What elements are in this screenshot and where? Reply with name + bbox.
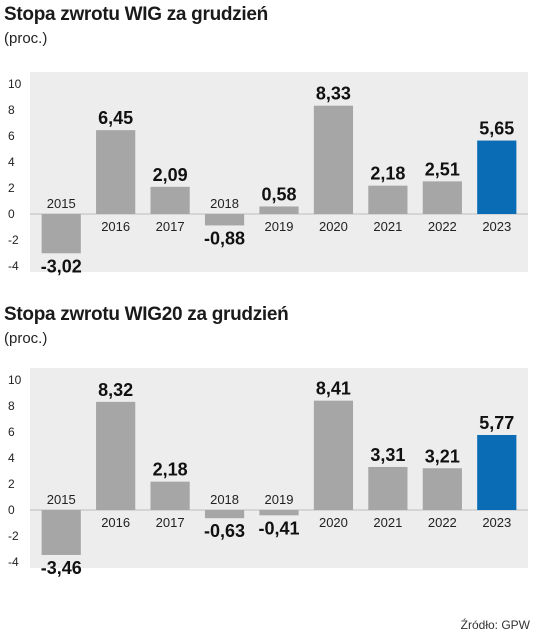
chart-1-ytick-label: 8	[8, 103, 15, 117]
chart-2-category-label-2018: 2018	[210, 492, 239, 507]
chart-1-ytick-label: 6	[8, 129, 15, 143]
chart-1-ytick-label: 2	[8, 181, 15, 195]
chart-1-category-label-2016: 2016	[101, 219, 130, 234]
chart-1-bar-2022	[422, 181, 462, 214]
chart-2-bar-2021	[368, 466, 408, 510]
chart-1-category-label-2019: 2019	[265, 219, 294, 234]
chart-2-ytick-label: 0	[8, 503, 15, 517]
chart-2-value-label-2017: 2,18	[153, 460, 188, 480]
chart-2-title: Stopa zwrotu WIG20 za grudzień	[4, 304, 289, 325]
chart-2-category-label-2022: 2022	[428, 515, 457, 530]
chart-1-category-label-2018: 2018	[210, 196, 239, 211]
chart-1-value-label-2018: -0,88	[204, 228, 245, 248]
chart-2-category-label-2021: 2021	[373, 515, 402, 530]
chart-1-category-label-2017: 2017	[156, 219, 185, 234]
chart-2-ytick-label: 8	[8, 399, 15, 413]
chart-2-ytick-label: -2	[8, 529, 19, 543]
chart-1-value-label-2021: 2,18	[370, 164, 405, 184]
chart-2-bar-2016	[96, 401, 136, 510]
chart-2-value-label-2020: 8,41	[316, 379, 351, 399]
chart-2-bar-2019	[259, 510, 299, 516]
chart-1-ytick-label: 0	[8, 207, 15, 221]
chart-1-category-label-2020: 2020	[319, 219, 348, 234]
chart-2-ytick-label: 10	[8, 373, 22, 387]
chart-2-value-label-2015: -3,46	[41, 558, 82, 578]
chart-1-value-label-2016: 6,45	[98, 108, 133, 128]
chart-2-ytick-label: -4	[8, 555, 19, 569]
chart-1-value-label-2022: 2,51	[425, 159, 460, 179]
chart-1-category-label-2021: 2021	[373, 219, 402, 234]
chart-2-svg: 10 8 6 4 2 0 -2 -4 -3,46 2015 8,32 2016 2,18 2017 -0,6…	[8, 368, 528, 578]
chart-1-bar-2016	[96, 130, 136, 214]
chart-2-category-label-2023: 2023	[482, 515, 511, 530]
chart-2-bar-2015	[41, 510, 81, 555]
chart-2-category-label-2015: 2015	[47, 492, 76, 507]
chart-1-value-label-2020: 8,33	[316, 84, 351, 104]
source-note: Źródło: GPW	[460, 618, 530, 632]
chart-1-bar-2018	[204, 214, 245, 226]
chart-1-value-label-2023: 5,65	[479, 119, 514, 139]
chart-2-subtitle: (proc.)	[4, 330, 48, 347]
chart-2-value-label-2023: 5,77	[479, 413, 514, 433]
chart-2-value-label-2016: 8,32	[98, 380, 133, 400]
chart-1-ytick-label: 10	[8, 77, 22, 91]
chart-2-category-label-2016: 2016	[101, 515, 130, 530]
chart-1-value-label-2019: 0,58	[261, 184, 296, 204]
chart-2-ytick-label: 2	[8, 477, 15, 491]
chart-1-bar-2023	[477, 140, 517, 214]
chart-1: 10 8 6 4 2 0 -2 -4 -3,02 2015 6,45 2016 2,09 2017 -0,8…	[0, 72, 536, 282]
chart-2: 10 8 6 4 2 0 -2 -4 -3,46 2015 8,32 2016 2,18 2017 -0,6…	[0, 368, 536, 578]
chart-1-bar-2021	[368, 185, 408, 214]
chart-2-category-label-2019: 2019	[265, 492, 294, 507]
chart-1-value-label-2017: 2,09	[153, 165, 188, 185]
chart-2-value-label-2018: -0,63	[204, 521, 245, 541]
chart-1-svg: 10 8 6 4 2 0 -2 -4 -3,02 2015 6,45 2016 2,09 2017 -0,8…	[8, 72, 528, 276]
chart-1-bar-2015	[41, 214, 81, 254]
chart-2-category-label-2020: 2020	[319, 515, 348, 530]
chart-2-ytick-label: 6	[8, 425, 15, 439]
chart-2-bar-2022	[422, 468, 462, 510]
chart-1-bar-2019	[259, 206, 299, 214]
chart-2-bar-2023	[477, 434, 517, 510]
chart-1-title: Stopa zwrotu WIG za grudzień	[4, 4, 268, 25]
chart-2-value-label-2019: -0,41	[258, 518, 299, 538]
chart-2-bar-2017	[150, 481, 190, 510]
chart-1-category-label-2022: 2022	[428, 219, 457, 234]
chart-1-ytick-label: 4	[8, 155, 15, 169]
chart-1-ytick-label: -2	[8, 233, 19, 247]
chart-1-ytick-label: -4	[8, 259, 19, 273]
chart-1-category-label-2015: 2015	[47, 196, 76, 211]
chart-2-value-label-2021: 3,31	[370, 445, 405, 465]
chart-2-bar-2018	[204, 510, 245, 519]
chart-2-category-label-2017: 2017	[156, 515, 185, 530]
chart-1-value-label-2015: -3,02	[41, 256, 82, 276]
chart-1-bar-2020	[313, 105, 354, 214]
chart-2-value-label-2022: 3,21	[425, 446, 460, 466]
chart-2-bar-2020	[313, 400, 354, 510]
chart-1-subtitle: (proc.)	[4, 30, 48, 47]
chart-1-category-label-2023: 2023	[482, 219, 511, 234]
chart-1-bar-2017	[150, 186, 190, 214]
chart-2-ytick-label: 4	[8, 451, 15, 465]
